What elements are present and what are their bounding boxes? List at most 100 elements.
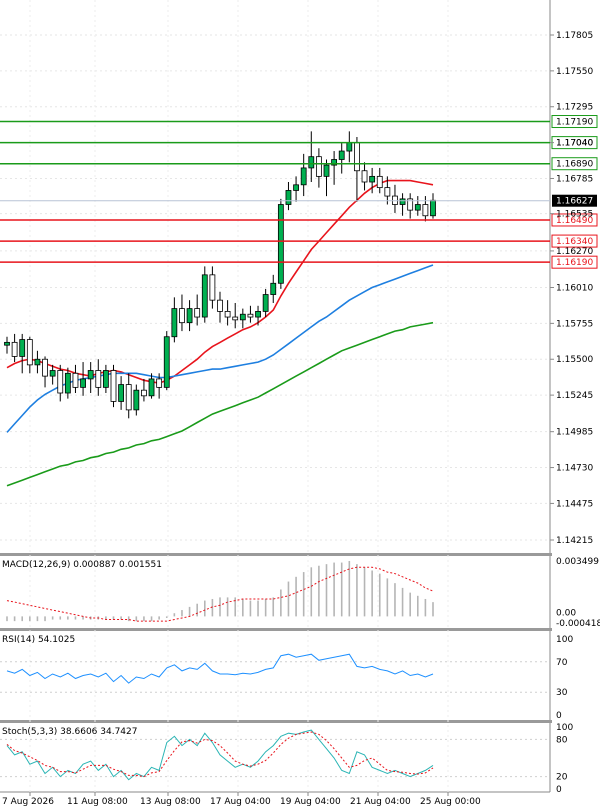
candle-body-bull	[163, 336, 170, 388]
candle	[399, 193, 406, 216]
price-tick-label: 1.16785	[556, 174, 593, 184]
price-tick-label: 1.16010	[556, 284, 593, 294]
candle	[247, 305, 254, 323]
current-price-label: 1.16627	[556, 197, 593, 207]
candle	[148, 373, 155, 399]
candle	[376, 167, 383, 194]
candle	[217, 291, 223, 323]
candle-body-bull	[171, 308, 178, 338]
candle-body-bear	[72, 372, 79, 388]
level-label-box	[551, 115, 598, 129]
rsi-pane: RSI(14) 54.1025 100 70 30 0	[0, 635, 573, 721]
level-label-box	[551, 255, 598, 269]
candle-body-bear	[315, 156, 322, 177]
price-tick-label: 1.17295	[556, 103, 593, 113]
candle	[64, 367, 71, 399]
candle	[141, 378, 147, 402]
candle	[194, 294, 201, 326]
candle-body-bull	[308, 156, 315, 169]
candle-body-bull	[430, 199, 436, 217]
stoch-tick-label: 20	[556, 773, 568, 783]
price-tick-label: 1.15245	[556, 391, 593, 401]
candle	[110, 364, 117, 408]
time-tick-label: 19 Aug 04:00	[280, 797, 341, 807]
price-tick-label: 1.17550	[556, 67, 593, 77]
candle	[293, 176, 299, 202]
candle	[95, 359, 102, 396]
candle-body-bear	[156, 378, 163, 388]
candle	[369, 167, 376, 194]
stoch-k-line	[6, 729, 434, 781]
pane-separator	[0, 553, 552, 556]
candle-body-bear	[11, 341, 18, 357]
candle-body-bear	[110, 370, 117, 402]
candle-body-bull	[133, 389, 140, 411]
rsi-tick-label: 70	[556, 658, 568, 668]
candle-body-bear	[26, 339, 33, 366]
candle	[300, 153, 307, 197]
candle	[26, 336, 33, 374]
candle-body-bear	[384, 187, 391, 197]
candle	[102, 364, 109, 394]
candle	[277, 198, 284, 289]
candle-body-bear	[125, 384, 132, 411]
candle	[87, 362, 94, 394]
candle-body-bull	[34, 358, 41, 366]
candle	[125, 373, 132, 419]
candle-body-bear	[57, 370, 64, 394]
candle-body-bull	[19, 339, 26, 357]
candle-body-bear	[217, 299, 223, 312]
candle	[270, 274, 277, 303]
candle	[57, 364, 64, 402]
candle	[331, 151, 338, 185]
price-tick-label: 1.14475	[556, 499, 593, 509]
macd-pane: MACD(12,26,9) 0.000887 0.001551 0.003499…	[2, 557, 600, 629]
candle-body-bear	[232, 316, 239, 321]
candle-body-bull	[201, 274, 208, 318]
candle	[72, 364, 79, 394]
candle	[171, 297, 178, 343]
candle	[201, 266, 208, 323]
candle-body-bear	[194, 308, 201, 318]
candle-body-bear	[354, 142, 360, 172]
rsi-tick-label: 100	[556, 635, 573, 645]
price-tick-label: 1.16270	[556, 247, 593, 257]
time-tick-label: 21 Aug 04:00	[350, 797, 411, 807]
macd-signal-line	[6, 566, 434, 622]
macd-tick-label: 0.003499	[556, 557, 599, 567]
level-label: 1.17190	[556, 118, 593, 128]
candle	[4, 336, 10, 354]
candle-body-bull	[87, 370, 94, 380]
candle-body-bull	[4, 341, 10, 346]
candle	[308, 131, 315, 182]
candle-body-bear	[247, 313, 254, 318]
candle-body-bull	[277, 204, 284, 284]
level-label: 1.16190	[556, 258, 593, 268]
candle	[323, 159, 330, 197]
price-tick-label: 1.17040	[556, 139, 593, 149]
current-price-box	[552, 194, 597, 207]
candle-body-bear	[141, 389, 147, 397]
candle-body-bear	[407, 198, 414, 211]
candle	[414, 196, 421, 216]
price-tick-label: 1.14730	[556, 464, 593, 474]
candle-body-bull	[331, 159, 338, 166]
level-label-box	[551, 157, 598, 171]
candle	[338, 142, 345, 174]
candle	[262, 288, 269, 318]
candle	[224, 300, 231, 326]
candle-body-bear	[42, 358, 48, 377]
time-tick-label: 11 Aug 08:00	[67, 797, 128, 807]
level-label: 1.17040	[556, 139, 593, 149]
candle-body-bull	[414, 204, 421, 211]
candle-body-bear	[376, 175, 383, 189]
candle	[133, 384, 140, 416]
candle-body-bull	[262, 294, 269, 312]
stoch-tick-label: 80	[556, 735, 568, 745]
macd-tick-label: -0.000418	[556, 619, 600, 629]
pane-separator	[0, 720, 552, 723]
price-tick-label: 1.14985	[556, 428, 593, 438]
candles	[4, 131, 436, 419]
time-tick-label: 17 Aug 04:00	[210, 797, 271, 807]
